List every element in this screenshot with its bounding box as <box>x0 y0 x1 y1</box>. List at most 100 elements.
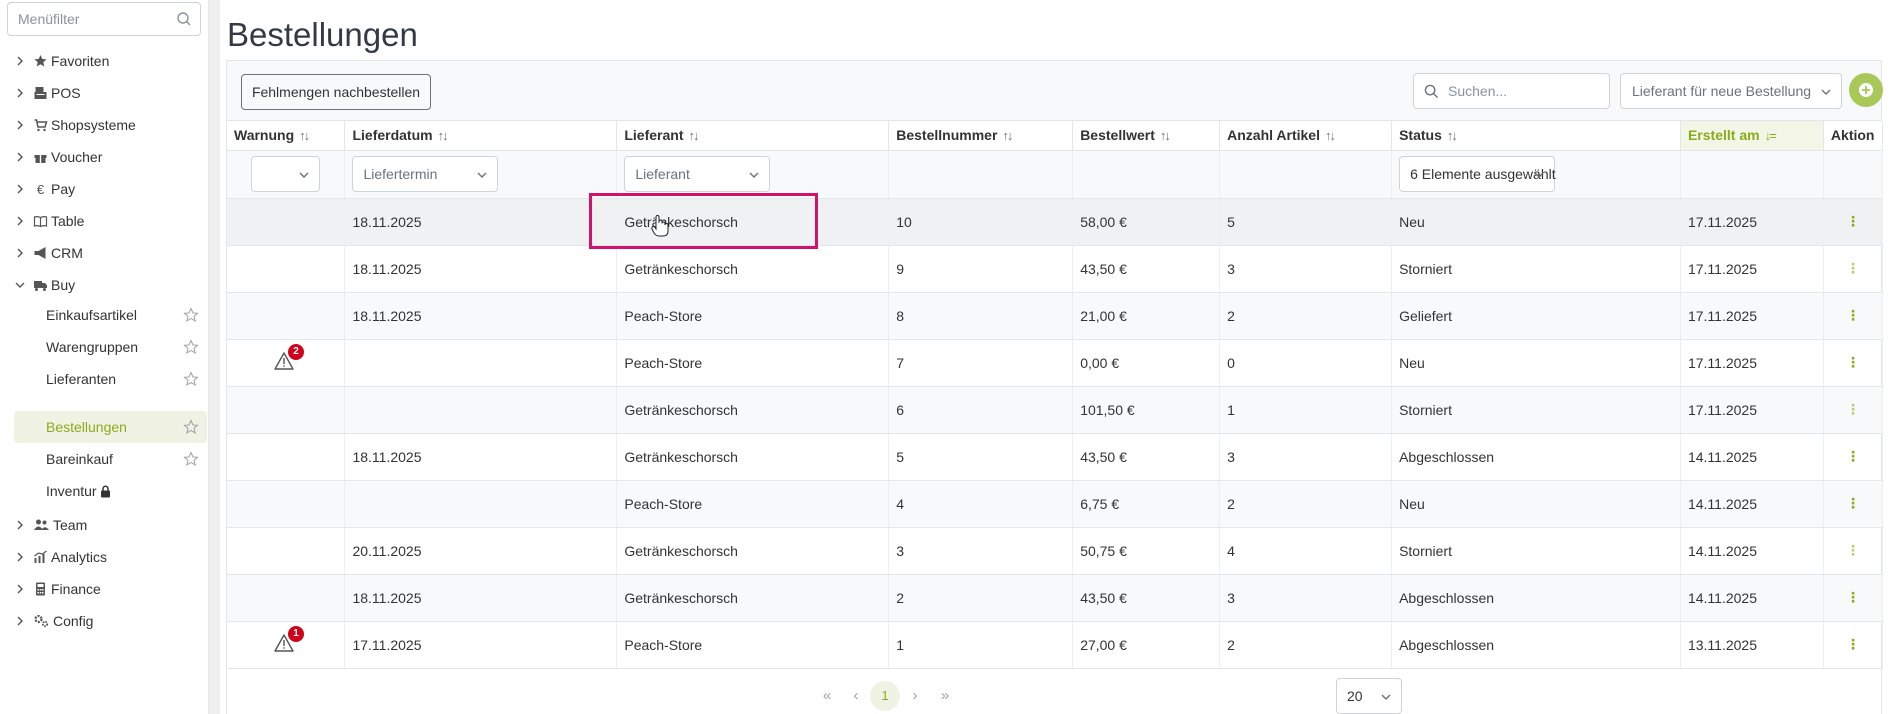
cell-bestellnummer: 3 <box>888 527 1074 575</box>
new-order-supplier-select[interactable]: Lieferant für neue Bestellung <box>1620 73 1842 109</box>
users-icon <box>34 519 49 530</box>
chart-icon <box>34 550 47 563</box>
cell-anzahl-artikel: 2 <box>1219 621 1393 669</box>
sidebar-item-buy[interactable]: Buy <box>0 269 208 301</box>
sidebar-item-voucher[interactable]: Voucher <box>0 141 208 173</box>
cell-anzahl-artikel-text: 2 <box>1227 636 1235 653</box>
table-row[interactable]: 2 Peach-Store 7 0,00 € 0 Neu 17.11.2025 ⋮ <box>227 339 1884 387</box>
table-row[interactable]: Peach-Store 4 6,75 € 2 Neu 14.11.2025 ⋮ <box>227 480 1884 528</box>
sidebar-item-team[interactable]: Team <box>0 509 208 541</box>
filter-row: Liefertermin Lieferant 6 Elemente ausgew… <box>227 150 1884 199</box>
star-outline-icon[interactable] <box>183 419 199 435</box>
sidebar-item-analytics[interactable]: Analytics <box>0 541 208 573</box>
search-input[interactable]: Suchen... <box>1413 73 1610 109</box>
status-filter[interactable]: 6 Elemente ausgewählt <box>1399 156 1556 192</box>
sidebar-item-favoriten[interactable]: Favoriten <box>0 45 208 77</box>
warning-icon[interactable]: 2 <box>274 343 304 374</box>
delivery-date-filter[interactable]: Liefertermin <box>352 156 499 192</box>
sidebar-subitem-bareinkauf[interactable]: Bareinkauf <box>14 443 207 475</box>
column-header-bestellwert[interactable]: Bestellwert ↑↓ <box>1072 121 1221 151</box>
cell-bestellwert-text: 6,75 € <box>1080 495 1120 512</box>
sidebar-subitem-inventur[interactable]: Inventur <box>14 475 207 507</box>
column-header-status[interactable]: Status ↑↓ <box>1391 121 1681 151</box>
row-actions-menu-icon[interactable]: ⋮ <box>1845 636 1860 652</box>
column-header-bestellnummer[interactable]: Bestellnummer ↑↓ <box>888 121 1074 151</box>
table-row[interactable]: 20.11.2025 Getränkeschorsch 3 50,75 € 4 Storn… <box>227 527 1884 575</box>
cell-status-text: Neu <box>1399 354 1425 371</box>
cell-erstellt-am-text: 14.11.2025 <box>1687 495 1757 512</box>
plus-circle-icon <box>1859 83 1873 97</box>
page-button-current[interactable]: 1 <box>870 681 900 711</box>
row-actions-menu-icon[interactable]: ⋮ <box>1845 260 1860 276</box>
cell-bestellwert-text: 43,50 € <box>1080 448 1127 465</box>
star-outline-icon[interactable] <box>183 307 199 323</box>
sort-icon: ↑↓ <box>299 128 310 144</box>
warning-filter-select[interactable] <box>251 156 320 192</box>
supplier-filter[interactable]: Lieferant <box>624 156 771 192</box>
cell-aktion: ⋮ <box>1823 621 1884 669</box>
sidebar-subitem-lieferanten[interactable]: Lieferanten <box>14 363 207 395</box>
cell-bestellwert-text: 21,00 € <box>1080 307 1127 324</box>
chevron-down-icon <box>477 172 487 178</box>
cell-lieferant-text: Getränkeschorsch <box>624 542 738 559</box>
sidebar-subitem-warengruppen[interactable]: Warengruppen <box>14 331 207 363</box>
gift-icon <box>34 155 47 163</box>
row-actions-menu-icon[interactable]: ⋮ <box>1845 542 1860 558</box>
sidebar-item-config[interactable]: Config <box>0 605 208 637</box>
row-actions-menu-icon[interactable]: ⋮ <box>1845 495 1860 511</box>
sidebar-item-crm[interactable]: CRM <box>0 237 208 269</box>
cell-aktion: ⋮ <box>1823 245 1884 293</box>
column-header-warnung[interactable]: Warnung ↑↓ <box>227 121 346 151</box>
warning-icon[interactable]: 1 <box>274 625 304 656</box>
row-actions-menu-icon[interactable]: ⋮ <box>1845 354 1860 370</box>
column-header-anzahl-artikel[interactable]: Anzahl Artikel ↑↓ <box>1219 121 1393 151</box>
sidebar-subitem-bestellungen[interactable]: Bestellungen <box>14 411 207 443</box>
table-row[interactable]: 1 17.11.2025 Peach-Store 1 27,00 € 2 Abgeschlo… <box>227 621 1884 669</box>
sidebar-subitem-label: Inventur <box>46 483 97 499</box>
row-actions-menu-icon[interactable]: ⋮ <box>1845 401 1860 417</box>
next-page-button[interactable]: › <box>912 687 918 704</box>
sidebar-item-table[interactable]: Table <box>0 205 208 237</box>
chevron-right-icon <box>17 152 23 162</box>
column-header-lieferant[interactable]: Lieferant ↑↓ <box>616 121 890 151</box>
page-size-select[interactable]: 20 <box>1336 678 1402 714</box>
sidebar-item-shopsysteme[interactable]: Shopsysteme <box>0 109 208 141</box>
column-label: Status <box>1399 127 1442 144</box>
cell-anzahl-artikel: 3 <box>1219 574 1393 622</box>
table-row[interactable]: 18.11.2025 Getränkeschorsch 10 58,00 € 5 Neu 1… <box>227 198 1884 246</box>
cell-aktion: ⋮ <box>1823 339 1884 387</box>
star-outline-icon[interactable] <box>183 371 199 387</box>
cell-status: Neu <box>1391 339 1681 387</box>
star-outline-icon[interactable] <box>183 339 199 355</box>
menu-filter-input[interactable]: Menüfilter <box>7 2 201 36</box>
add-order-button[interactable] <box>1849 73 1883 107</box>
cell-status: Neu <box>1391 198 1681 246</box>
row-actions-menu-icon[interactable]: ⋮ <box>1845 589 1860 605</box>
sort-icon: ↑↓ <box>1002 128 1013 144</box>
star-outline-icon[interactable] <box>183 451 199 467</box>
cell-anzahl-artikel: 0 <box>1219 339 1393 387</box>
cell-status-text: Neu <box>1399 495 1425 512</box>
cell-aktion: ⋮ <box>1823 480 1884 528</box>
table-row[interactable]: Getränkeschorsch 6 101,50 € 1 Storniert 17.11… <box>227 386 1884 434</box>
row-actions-menu-icon[interactable]: ⋮ <box>1845 307 1860 323</box>
row-actions-menu-icon[interactable]: ⋮ <box>1845 213 1860 229</box>
toolbar: Fehlmengen nachbestellen Suchen... Liefe… <box>227 61 1883 121</box>
last-page-button[interactable]: » <box>940 687 950 704</box>
table-row[interactable]: 18.11.2025 Getränkeschorsch 9 43,50 € 3 Storn… <box>227 245 1884 293</box>
table-row[interactable]: 18.11.2025 Getränkeschorsch 2 43,50 € 3 Abges… <box>227 574 1884 622</box>
sidebar-item-finance[interactable]: Finance <box>0 573 208 605</box>
first-page-button[interactable]: « <box>822 687 832 704</box>
prev-page-button[interactable]: ‹ <box>853 687 859 704</box>
table-row[interactable]: 18.11.2025 Peach-Store 8 21,00 € 2 Geliefert 1… <box>227 292 1884 340</box>
sidebar-item-pos[interactable]: POS <box>0 77 208 109</box>
column-header-lieferdatum[interactable]: Lieferdatum ↑↓ <box>344 121 618 151</box>
row-actions-menu-icon[interactable]: ⋮ <box>1845 448 1860 464</box>
table-row[interactable]: 18.11.2025 Getränkeschorsch 5 43,50 € 3 Abges… <box>227 433 1884 481</box>
sidebar-item-pay[interactable]: € Pay <box>0 173 208 205</box>
reorder-missing-button[interactable]: Fehlmengen nachbestellen <box>241 74 431 110</box>
sidebar-item-label: Shopsysteme <box>51 117 136 133</box>
sidebar-subitem-einkaufsartikel[interactable]: Einkaufsartikel <box>14 299 207 331</box>
column-header-erstellt-am[interactable]: Erstellt am ↓= <box>1680 121 1824 151</box>
supplier-select-placeholder: Lieferant für neue Bestellung <box>1632 83 1812 99</box>
